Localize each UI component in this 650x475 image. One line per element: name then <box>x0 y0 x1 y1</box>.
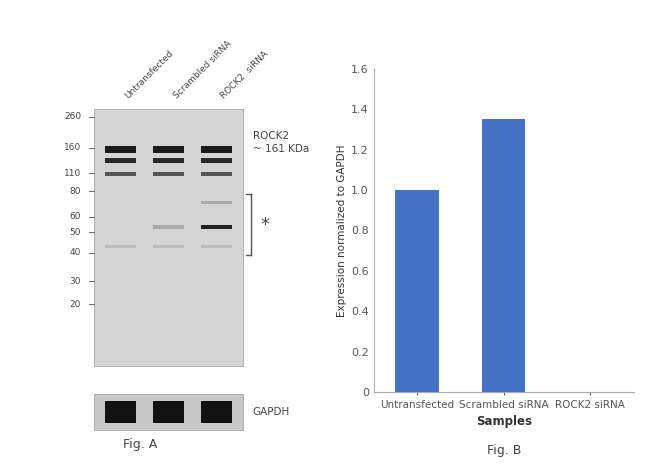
Bar <box>201 225 232 228</box>
Bar <box>153 225 184 228</box>
Bar <box>153 172 184 176</box>
Bar <box>153 401 184 423</box>
Text: GAPDH: GAPDH <box>253 407 290 417</box>
Bar <box>201 401 232 423</box>
Text: 20: 20 <box>70 300 81 309</box>
Text: 30: 30 <box>70 276 81 285</box>
Bar <box>153 146 184 153</box>
Bar <box>105 158 136 163</box>
Bar <box>201 158 232 163</box>
Bar <box>94 109 243 366</box>
Text: 40: 40 <box>70 248 81 257</box>
Text: 60: 60 <box>70 212 81 221</box>
Y-axis label: Expression normalized to GAPDH: Expression normalized to GAPDH <box>337 144 347 317</box>
Bar <box>395 190 439 392</box>
Text: Fig. A: Fig. A <box>124 438 157 451</box>
Bar <box>105 401 136 423</box>
Text: Scrambled siRNA: Scrambled siRNA <box>172 39 233 101</box>
Bar <box>201 172 232 176</box>
Text: 110: 110 <box>64 169 81 178</box>
Bar <box>94 393 243 430</box>
Text: 50: 50 <box>70 228 81 237</box>
Bar <box>482 119 525 392</box>
Text: 160: 160 <box>64 143 81 152</box>
Bar <box>105 245 136 248</box>
Bar <box>201 146 232 153</box>
Text: *: * <box>261 216 270 234</box>
Text: Untransfected: Untransfected <box>124 49 176 101</box>
Bar <box>201 245 232 248</box>
Text: 80: 80 <box>70 187 81 196</box>
Bar <box>153 158 184 163</box>
Bar <box>105 146 136 153</box>
Text: Fig. B: Fig. B <box>487 444 521 457</box>
Text: ROCK2
~ 161 KDa: ROCK2 ~ 161 KDa <box>253 131 309 154</box>
Bar <box>105 172 136 176</box>
X-axis label: Samples: Samples <box>476 415 532 428</box>
Text: ROCK2  siRNA: ROCK2 siRNA <box>220 50 270 101</box>
Bar <box>201 201 232 204</box>
Bar <box>153 245 184 248</box>
Text: 260: 260 <box>64 113 81 122</box>
